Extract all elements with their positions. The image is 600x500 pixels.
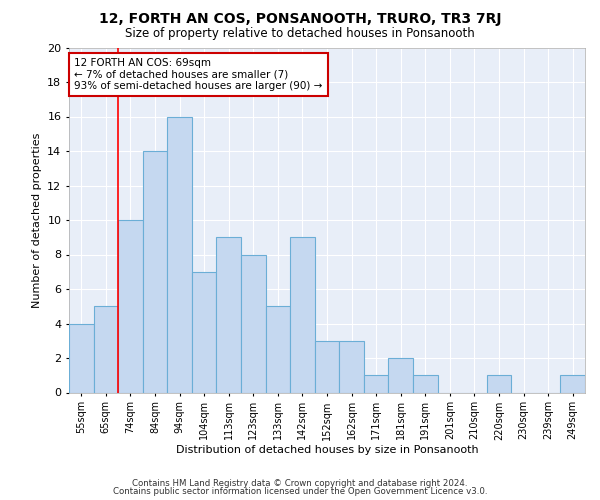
Text: Contains public sector information licensed under the Open Government Licence v3: Contains public sector information licen… <box>113 487 487 496</box>
Text: 12 FORTH AN COS: 69sqm
← 7% of detached houses are smaller (7)
93% of semi-detac: 12 FORTH AN COS: 69sqm ← 7% of detached … <box>74 58 323 91</box>
Bar <box>241 254 266 392</box>
Bar <box>339 341 364 392</box>
Bar <box>315 341 339 392</box>
Bar <box>364 375 388 392</box>
Y-axis label: Number of detached properties: Number of detached properties <box>32 132 41 308</box>
Bar <box>217 238 241 392</box>
Bar <box>487 375 511 392</box>
Text: 12, FORTH AN COS, PONSANOOTH, TRURO, TR3 7RJ: 12, FORTH AN COS, PONSANOOTH, TRURO, TR3… <box>99 12 501 26</box>
Bar <box>192 272 217 392</box>
Bar <box>69 324 94 392</box>
Text: Size of property relative to detached houses in Ponsanooth: Size of property relative to detached ho… <box>125 28 475 40</box>
Bar <box>94 306 118 392</box>
Bar <box>413 375 437 392</box>
Bar <box>560 375 585 392</box>
Bar <box>167 116 192 392</box>
Bar <box>118 220 143 392</box>
Bar <box>388 358 413 392</box>
X-axis label: Distribution of detached houses by size in Ponsanooth: Distribution of detached houses by size … <box>176 445 478 455</box>
Bar <box>143 151 167 392</box>
Bar <box>290 238 315 392</box>
Bar <box>266 306 290 392</box>
Text: Contains HM Land Registry data © Crown copyright and database right 2024.: Contains HM Land Registry data © Crown c… <box>132 478 468 488</box>
